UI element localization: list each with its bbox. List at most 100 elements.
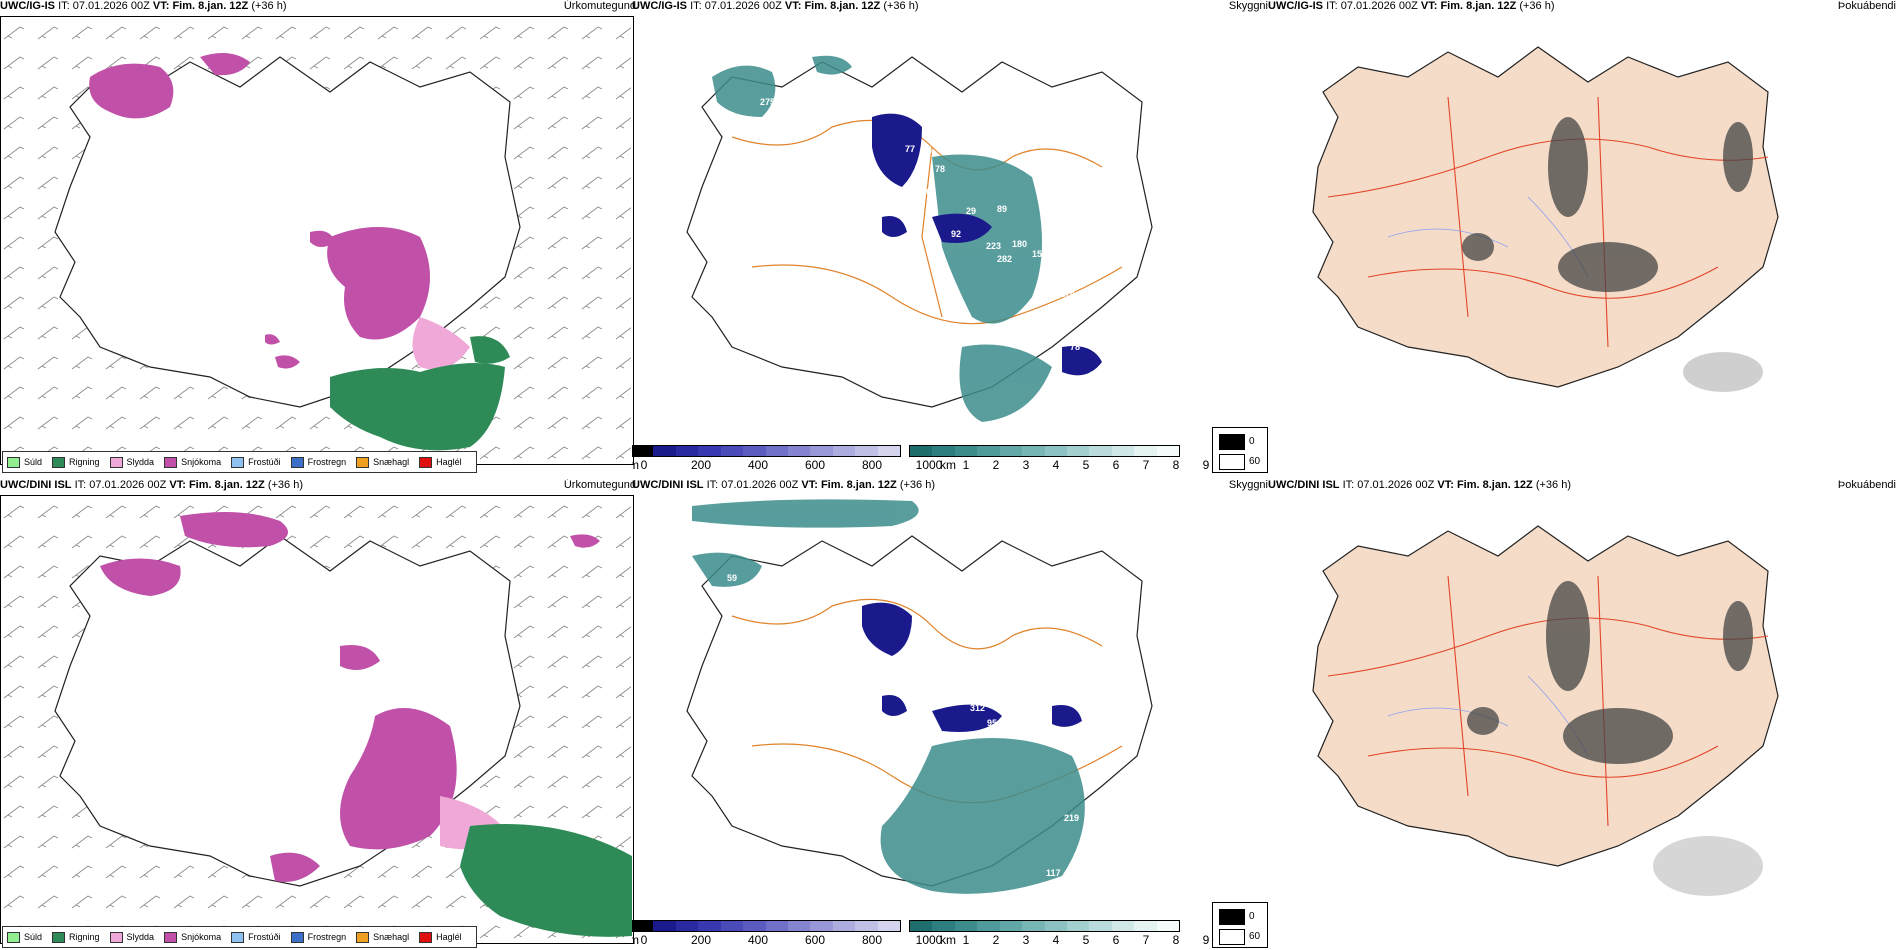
map-value-label: 337 — [769, 109, 784, 119]
colorbar-tick: 200 — [690, 933, 712, 947]
fog-key: 0 60 — [1212, 902, 1268, 948]
colorbar-km-scale — [909, 445, 1180, 457]
map-value-label: 86 — [1062, 885, 1072, 895]
colorbar-tick: 400 — [747, 458, 769, 472]
map-value-label: 66 — [921, 187, 931, 197]
colorbar-cell — [653, 446, 676, 456]
fog-key-low: 60 — [1249, 456, 1261, 467]
map-value-label: 96 — [990, 671, 1000, 681]
colorbar-cell — [1089, 921, 1112, 931]
map-value-label: 29 — [960, 648, 970, 658]
precip-legend: Súld Rigning Slydda Snjókoma Frostúði Fr… — [2, 451, 477, 473]
colorbar-cell — [675, 921, 699, 931]
vt-label: VT: — [152, 0, 170, 12]
colorbar-cell — [1156, 446, 1180, 456]
colorbar-cell — [999, 446, 1023, 456]
legend-item: Slydda — [109, 931, 154, 943]
panel-header: UWC/IG-IS IT: 07.01.2026 00Z VT: Fim. 8.… — [632, 0, 919, 16]
it-label: IT: — [58, 0, 70, 12]
vt-value: Fim. 8.jan. 12Z — [188, 479, 265, 491]
colorbar-cell — [1066, 921, 1090, 931]
fog-map — [1312, 525, 1779, 896]
map-value-label: 106 — [1075, 254, 1090, 264]
fog-key-high: 0 — [1249, 911, 1255, 922]
vt-value: Fim. 8.jan. 12Z — [820, 479, 897, 491]
colorbar-cell — [810, 921, 833, 931]
colorbar-cell — [1044, 446, 1067, 456]
colorbar-labels: m02004006008001000km12345678910 — [632, 932, 1243, 947]
lead-time: (+36 h) — [883, 0, 919, 12]
colorbar-cell — [1044, 921, 1067, 931]
it-value: 07.01.2026 00Z — [89, 479, 167, 491]
map-value-label: 70 — [922, 146, 932, 156]
fog-panel-row2: UWC/DINI ISL IT: 07.01.2026 00Z VT: Fim.… — [1268, 479, 1900, 950]
precip-map — [1, 18, 631, 463]
map-value-label: 90 — [1080, 723, 1090, 733]
colorbar-cell — [932, 921, 955, 931]
map-value-label: 223 — [986, 241, 1001, 251]
colorbar-cell — [1066, 446, 1090, 456]
panel-title: Skyggni — [1228, 479, 1268, 491]
colorbar-cell — [910, 446, 933, 456]
map-value-label: 185 — [1012, 513, 1027, 523]
precip-panel-row2: UWC/DINI ISL IT: 07.01.2026 00Z VT: Fim.… — [0, 479, 640, 950]
map-value-label: 341 — [1067, 645, 1082, 655]
map-value-label: 59 — [727, 573, 737, 583]
colorbar-cell — [832, 921, 856, 931]
colorbar-tick: 0 — [640, 933, 648, 947]
vt-label: VT: — [801, 479, 818, 491]
colorbar-cell — [877, 921, 901, 931]
panel-header: UWC/IG-IS IT: 07.01.2026 00Z VT: Fim. 8.… — [0, 0, 287, 16]
colorbar-cell — [855, 446, 878, 456]
map-value-label: 92 — [951, 229, 961, 239]
map-value-label: 89 — [997, 204, 1007, 214]
it-label: IT: — [1342, 479, 1355, 491]
colorbar-tick: 4 — [1052, 458, 1060, 472]
colorbar-tick: 8 — [1172, 458, 1180, 472]
map-value-label: 155 — [1032, 249, 1047, 259]
fog-panel-row1: UWC/IG-IS IT: 07.01.2026 00Z VT: Fim. 8.… — [1268, 0, 1900, 475]
colorbar-tick: 8 — [1172, 933, 1180, 947]
map-value-label: 89 — [1077, 698, 1087, 708]
visibility-panel-row2: UWC/DINI ISL IT: 07.01.2026 00Z VT: Fim.… — [632, 479, 1268, 950]
it-value: 07.01.2026 00Z — [721, 479, 799, 491]
colorbar-cell — [1134, 446, 1157, 456]
model-name: UWC/IG-IS — [632, 0, 687, 12]
colorbar-tick: 6 — [1112, 933, 1120, 947]
colorbar-unit-km: km — [940, 458, 956, 472]
colorbar-cell — [1022, 921, 1045, 931]
panel-header: UWC/DINI ISL IT: 07.01.2026 00Z VT: Fim.… — [0, 479, 303, 495]
map-value-label: 282 — [997, 254, 1012, 264]
colorbar-m-scale — [632, 920, 901, 932]
map-value-label: 140 — [1027, 319, 1042, 329]
colorbar-tick: 9 — [1202, 458, 1210, 472]
map-value-label: 20 — [932, 651, 942, 661]
legend-item: Súld — [7, 931, 42, 943]
colorbar-cell — [855, 921, 878, 931]
it-value: 07.01.2026 00Z — [1340, 0, 1418, 12]
colorbar-cell — [720, 446, 744, 456]
model-name: UWC/DINI ISL — [1268, 479, 1340, 491]
colorbar-cell — [698, 921, 721, 931]
map-value-label: 309 — [1067, 274, 1082, 284]
map-value-label: 78 — [935, 164, 945, 174]
panel-title: Úrkomutegund — [563, 479, 636, 491]
fog-map — [1312, 46, 1779, 392]
colorbar-cell — [977, 921, 1000, 931]
colorbar-cell — [999, 921, 1023, 931]
vt-value: Fim. 8.jan. 12Z — [804, 0, 881, 12]
map-value-label: 118 — [1075, 236, 1090, 246]
colorbar-tick: 9 — [1202, 933, 1210, 947]
precip-map — [1, 497, 632, 942]
precip-legend: Súld Rigning Slydda Snjókoma Frostúði Fr… — [2, 926, 477, 948]
panel-title: Skyggni — [1228, 0, 1268, 12]
lead-time: (+36 h) — [1519, 0, 1555, 12]
legend-item: Haglél — [419, 456, 462, 468]
colorbar-cell — [787, 446, 811, 456]
map-value-label: 58 — [1015, 716, 1025, 726]
colorbar-cell — [698, 446, 721, 456]
model-name: UWC/DINI ISL — [632, 479, 704, 491]
lead-time: (+36 h) — [899, 479, 935, 491]
